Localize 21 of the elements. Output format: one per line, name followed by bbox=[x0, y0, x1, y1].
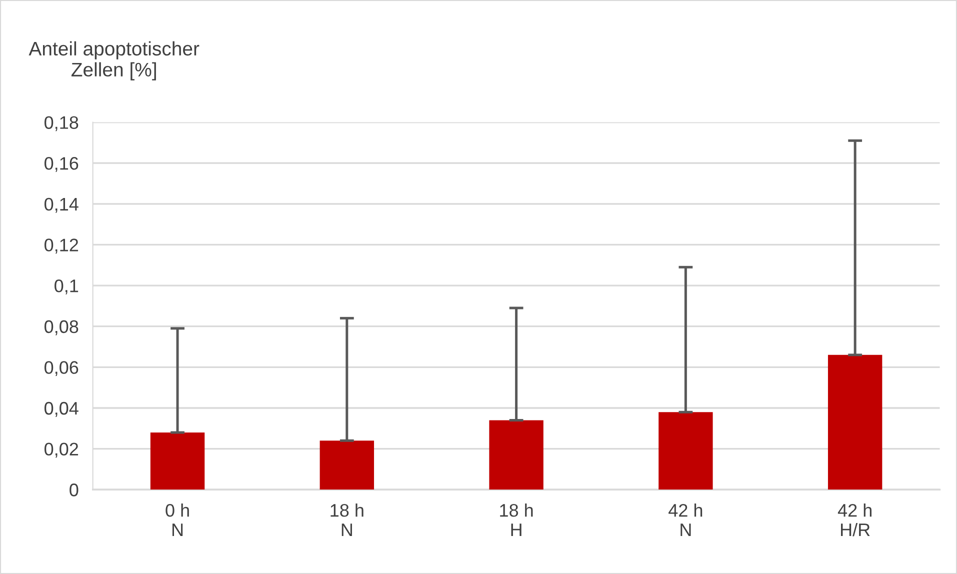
bar bbox=[320, 440, 374, 490]
bar bbox=[489, 420, 544, 490]
y-tick-label: 0,04 bbox=[44, 402, 78, 417]
x-tick-label: 18 h N bbox=[330, 504, 364, 536]
x-tick-label: 18 h H bbox=[500, 504, 533, 536]
bar bbox=[828, 354, 882, 490]
y-tick-label: 0,08 bbox=[44, 320, 78, 336]
y-tick-label: 0,1 bbox=[54, 279, 78, 294]
x-tick-label: 42 h H/R bbox=[838, 504, 872, 536]
x-tick-label: 0 h N bbox=[166, 504, 189, 536]
y-tick-label: 0,12 bbox=[44, 238, 78, 254]
y-axis-title: Anteil apoptotischer Zellen [%] bbox=[28, 41, 200, 80]
y-tick-label: 0,14 bbox=[44, 198, 78, 213]
y-tick-label: 0 bbox=[70, 484, 78, 496]
y-tick-label: 0,02 bbox=[44, 442, 78, 458]
x-tick-label: 42 h N bbox=[668, 504, 702, 536]
y-tick-label: 0,16 bbox=[44, 157, 78, 172]
bar bbox=[658, 412, 713, 490]
y-tick-label: 0,18 bbox=[44, 116, 78, 132]
y-tick-label: 0,06 bbox=[44, 361, 78, 376]
bar bbox=[150, 432, 205, 490]
